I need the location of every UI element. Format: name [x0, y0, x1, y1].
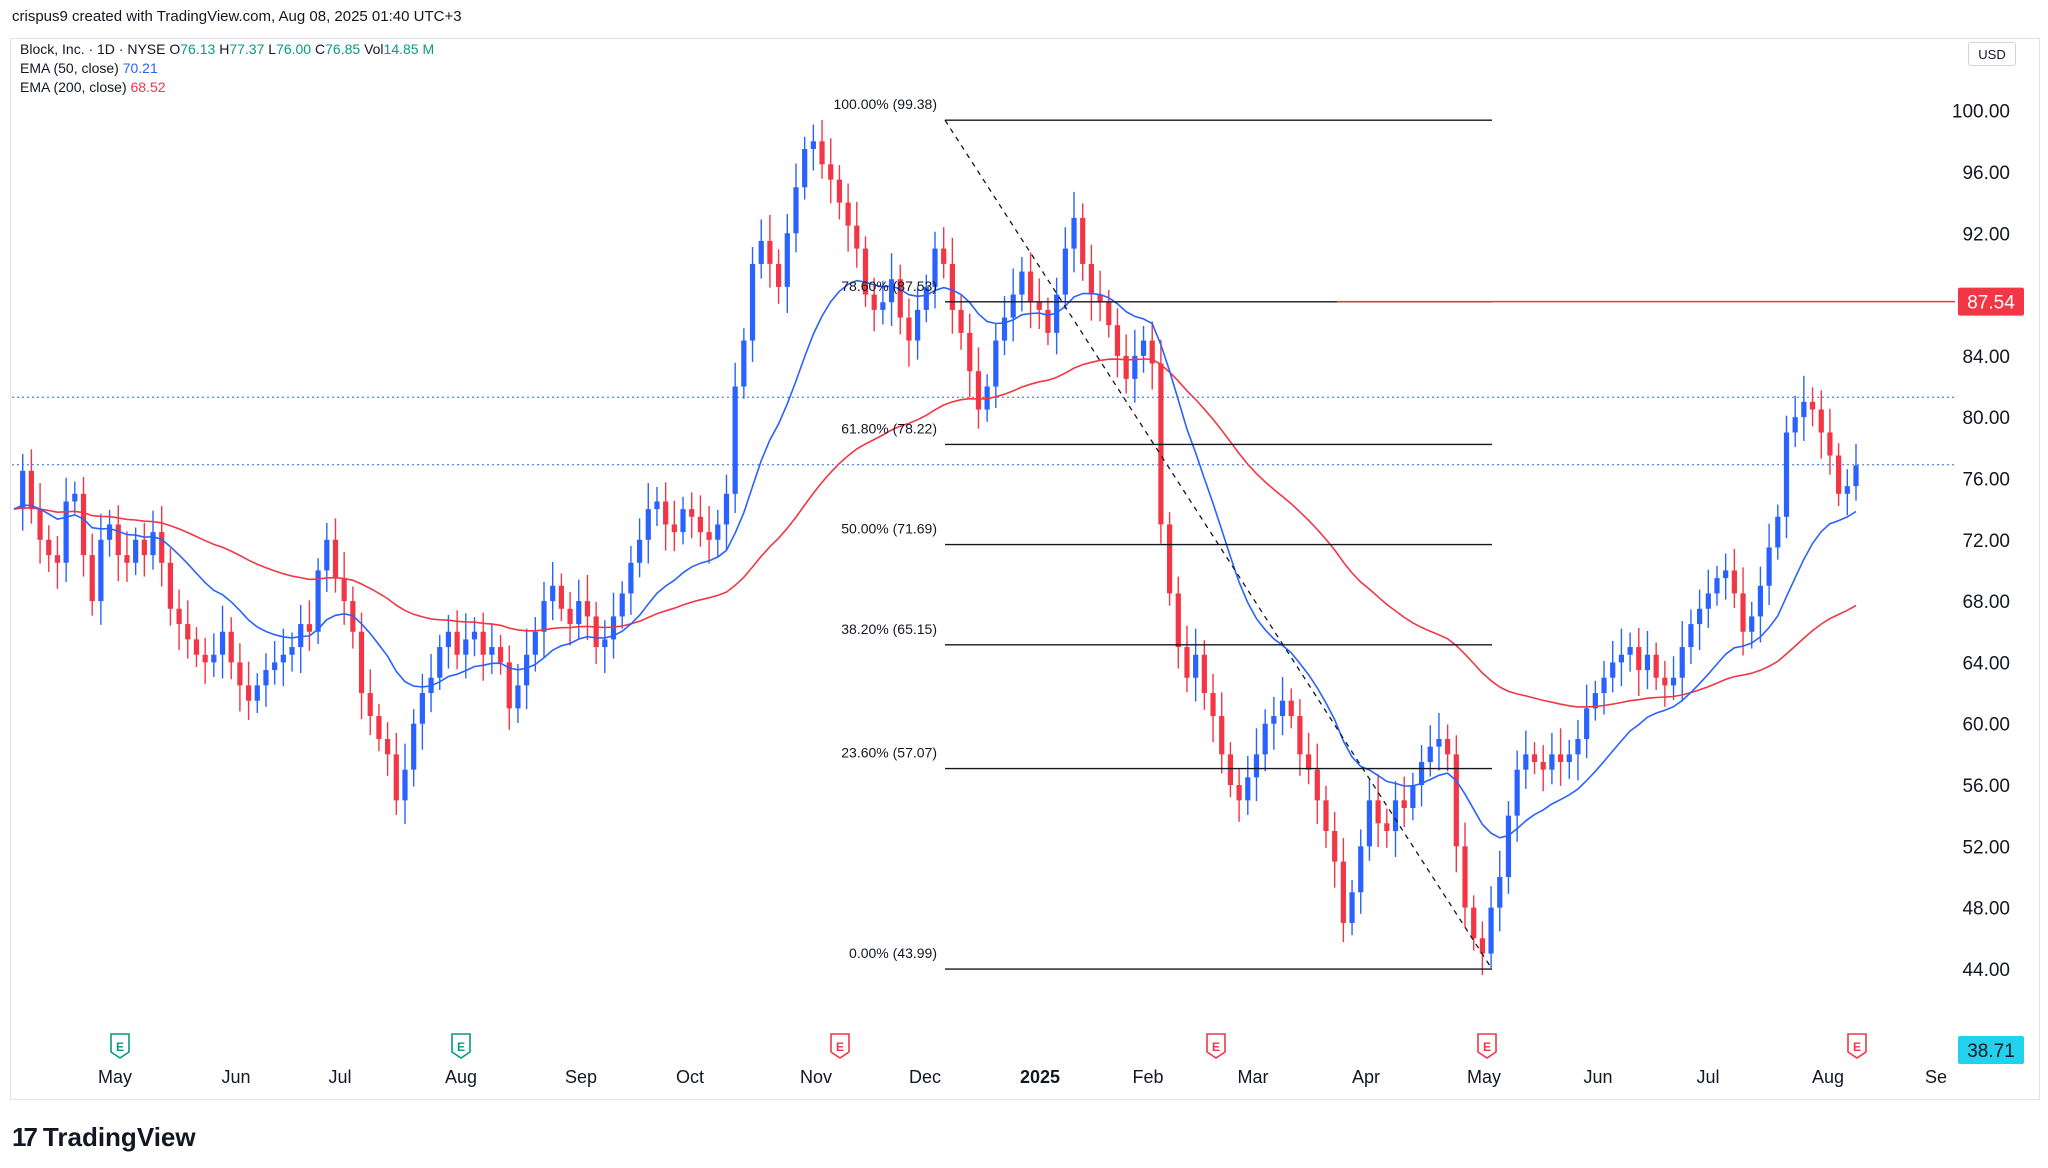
legend-ohlc-row: Block, Inc. · 1D · NYSE O76.13 H77.37 L7…: [20, 40, 434, 59]
ema50-label: EMA (50, close): [20, 60, 119, 76]
close-label: C: [315, 41, 326, 57]
legend-ema200-row[interactable]: EMA (200, close) 68.52: [20, 78, 434, 97]
legend: Block, Inc. · 1D · NYSE O76.13 H77.37 L7…: [20, 40, 434, 97]
ema200-value: 68.52: [130, 79, 166, 95]
open-label: O: [169, 41, 181, 57]
brand-name: TradingView: [42, 1122, 196, 1152]
ema200-label: EMA (200, close): [20, 79, 127, 95]
brand-logo[interactable]: 17 TradingView: [12, 1122, 196, 1153]
tradingview-logo-icon: 17: [12, 1122, 38, 1152]
volume-value: 14.85 M: [383, 41, 435, 57]
legend-ema50-row[interactable]: EMA (50, close) 70.21: [20, 59, 434, 78]
low-value: 76.00: [276, 41, 312, 57]
ema50-value: 70.21: [122, 60, 158, 76]
low-label: L: [268, 41, 277, 57]
high-label: H: [219, 41, 230, 57]
close-value: 76.85: [325, 41, 361, 57]
open-value: 76.13: [180, 41, 216, 57]
symbol-label[interactable]: Block, Inc. · 1D · NYSE: [20, 41, 166, 57]
high-value: 77.37: [229, 41, 265, 57]
chart-frame: [10, 38, 2040, 1100]
volume-label: Vol: [364, 41, 384, 57]
attribution-text: crispus9 created with TradingView.com, A…: [12, 8, 462, 25]
currency-button[interactable]: USD: [1968, 42, 2016, 66]
